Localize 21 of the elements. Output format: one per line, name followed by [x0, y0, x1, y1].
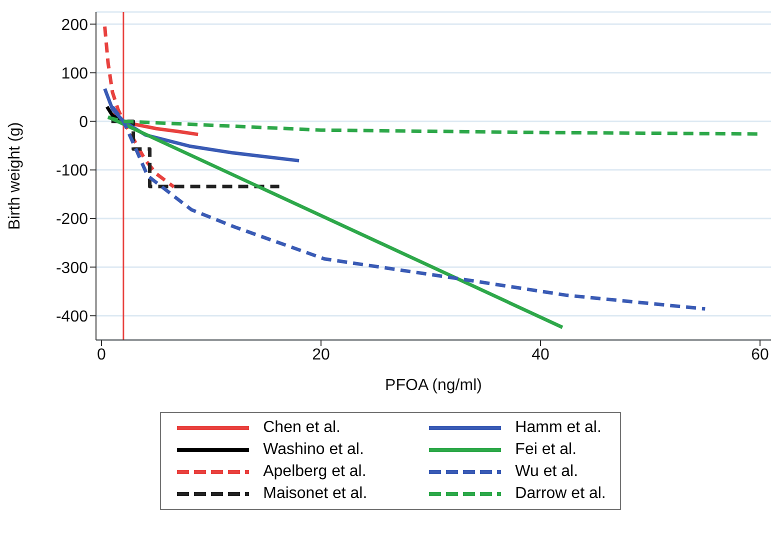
legend-label: Hamm et al.	[515, 419, 602, 437]
y-tick-label: 100	[61, 65, 88, 82]
legend-label: Chen et al.	[263, 419, 340, 437]
legend-label: Fei et al.	[515, 441, 577, 459]
x-tick-label: 60	[751, 346, 770, 364]
y-tick-label: -200	[56, 211, 88, 228]
x-tick-label: 20	[312, 346, 330, 364]
legend-label: Wu et al.	[515, 463, 578, 481]
legend-label: Washino et al.	[263, 441, 364, 459]
y-tick-label: -100	[56, 162, 88, 180]
y-tick-label: -300	[56, 260, 88, 277]
legend-label: Maisonet et al.	[263, 485, 368, 503]
x-tick-label: 0	[97, 346, 106, 364]
legend-label: Darrow et al.	[515, 485, 606, 503]
x-axis-title: PFOA (ng/ml)	[385, 377, 482, 394]
y-tick-label: 0	[79, 114, 88, 132]
x-tick-label: 40	[532, 346, 550, 364]
y-tick-label: 200	[61, 16, 88, 34]
y-tick-label: -400	[56, 308, 88, 326]
y-axis-title: Birth weight (g)	[6, 122, 24, 230]
legend-label: Apelberg et al.	[263, 463, 366, 481]
